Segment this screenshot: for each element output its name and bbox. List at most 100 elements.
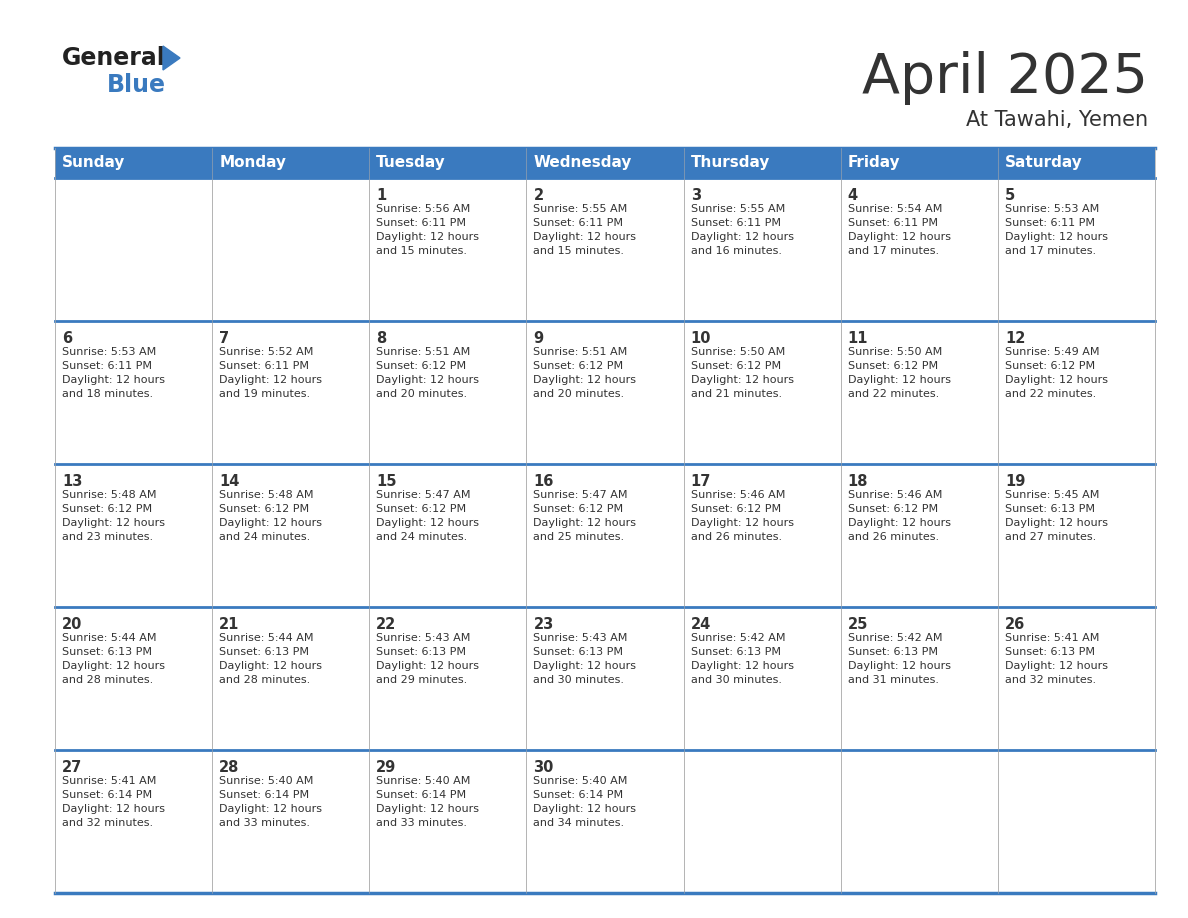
Text: 22: 22	[377, 617, 397, 632]
Polygon shape	[163, 46, 181, 70]
Text: 1: 1	[377, 188, 386, 203]
Text: 27: 27	[62, 760, 82, 775]
Text: Sunrise: 5:56 AM: Sunrise: 5:56 AM	[377, 204, 470, 214]
Text: 12: 12	[1005, 331, 1025, 346]
Text: 11: 11	[848, 331, 868, 346]
Text: Sunset: 6:12 PM: Sunset: 6:12 PM	[377, 504, 467, 514]
Text: Daylight: 12 hours: Daylight: 12 hours	[62, 518, 165, 528]
Text: Daylight: 12 hours: Daylight: 12 hours	[533, 375, 637, 385]
Text: Sunrise: 5:43 AM: Sunrise: 5:43 AM	[533, 633, 627, 643]
Text: Daylight: 12 hours: Daylight: 12 hours	[690, 661, 794, 671]
Text: 16: 16	[533, 474, 554, 489]
Text: 21: 21	[219, 617, 240, 632]
Text: Daylight: 12 hours: Daylight: 12 hours	[377, 518, 479, 528]
Text: and 32 minutes.: and 32 minutes.	[1005, 675, 1097, 685]
Text: and 25 minutes.: and 25 minutes.	[533, 532, 625, 542]
Text: 26: 26	[1005, 617, 1025, 632]
Text: and 16 minutes.: and 16 minutes.	[690, 246, 782, 256]
Text: Daylight: 12 hours: Daylight: 12 hours	[1005, 232, 1108, 242]
Bar	[55, 178, 213, 321]
Bar	[841, 464, 998, 607]
Text: Sunrise: 5:44 AM: Sunrise: 5:44 AM	[62, 633, 157, 643]
Text: Sunset: 6:13 PM: Sunset: 6:13 PM	[1005, 647, 1095, 657]
Text: Sunrise: 5:51 AM: Sunrise: 5:51 AM	[377, 347, 470, 357]
Text: and 34 minutes.: and 34 minutes.	[533, 818, 625, 828]
Text: Daylight: 12 hours: Daylight: 12 hours	[219, 804, 322, 814]
Text: Sunrise: 5:48 AM: Sunrise: 5:48 AM	[62, 490, 157, 500]
Text: Sunset: 6:13 PM: Sunset: 6:13 PM	[848, 647, 937, 657]
Text: Sunset: 6:12 PM: Sunset: 6:12 PM	[377, 361, 467, 371]
Text: Sunset: 6:14 PM: Sunset: 6:14 PM	[377, 790, 467, 800]
Text: 8: 8	[377, 331, 386, 346]
Text: Daylight: 12 hours: Daylight: 12 hours	[62, 804, 165, 814]
Text: Sunday: Sunday	[62, 155, 126, 171]
Text: Tuesday: Tuesday	[377, 155, 446, 171]
Text: Daylight: 12 hours: Daylight: 12 hours	[533, 804, 637, 814]
Text: and 28 minutes.: and 28 minutes.	[62, 675, 153, 685]
Text: Sunset: 6:14 PM: Sunset: 6:14 PM	[219, 790, 309, 800]
Bar	[213, 148, 369, 178]
Text: Sunrise: 5:42 AM: Sunrise: 5:42 AM	[690, 633, 785, 643]
Text: Sunset: 6:12 PM: Sunset: 6:12 PM	[848, 504, 937, 514]
Text: Daylight: 12 hours: Daylight: 12 hours	[848, 661, 950, 671]
Text: Sunset: 6:13 PM: Sunset: 6:13 PM	[533, 647, 624, 657]
Text: Daylight: 12 hours: Daylight: 12 hours	[533, 661, 637, 671]
Text: Saturday: Saturday	[1005, 155, 1082, 171]
Text: Monday: Monday	[219, 155, 286, 171]
Text: and 26 minutes.: and 26 minutes.	[848, 532, 939, 542]
Bar	[683, 178, 841, 321]
Text: 9: 9	[533, 331, 544, 346]
Text: and 15 minutes.: and 15 minutes.	[533, 246, 625, 256]
Text: and 18 minutes.: and 18 minutes.	[62, 389, 153, 399]
Text: and 33 minutes.: and 33 minutes.	[219, 818, 310, 828]
Text: Sunrise: 5:44 AM: Sunrise: 5:44 AM	[219, 633, 314, 643]
Text: 28: 28	[219, 760, 240, 775]
Text: 19: 19	[1005, 474, 1025, 489]
Text: Daylight: 12 hours: Daylight: 12 hours	[533, 518, 637, 528]
Text: Blue: Blue	[107, 73, 166, 97]
Bar	[998, 607, 1155, 750]
Bar	[998, 464, 1155, 607]
Bar	[369, 148, 526, 178]
Text: Friday: Friday	[848, 155, 901, 171]
Bar	[55, 607, 213, 750]
Bar	[683, 750, 841, 893]
Text: Sunrise: 5:47 AM: Sunrise: 5:47 AM	[377, 490, 470, 500]
Text: Daylight: 12 hours: Daylight: 12 hours	[1005, 375, 1108, 385]
Text: and 28 minutes.: and 28 minutes.	[219, 675, 310, 685]
Text: Sunrise: 5:50 AM: Sunrise: 5:50 AM	[848, 347, 942, 357]
Text: Wednesday: Wednesday	[533, 155, 632, 171]
Bar	[526, 148, 683, 178]
Text: Sunset: 6:11 PM: Sunset: 6:11 PM	[690, 218, 781, 228]
Text: 2: 2	[533, 188, 544, 203]
Text: 13: 13	[62, 474, 82, 489]
Text: Sunset: 6:12 PM: Sunset: 6:12 PM	[533, 361, 624, 371]
Bar	[841, 607, 998, 750]
Bar	[526, 607, 683, 750]
Text: Sunset: 6:12 PM: Sunset: 6:12 PM	[848, 361, 937, 371]
Text: and 33 minutes.: and 33 minutes.	[377, 818, 467, 828]
Bar	[213, 607, 369, 750]
Text: and 30 minutes.: and 30 minutes.	[690, 675, 782, 685]
Text: Daylight: 12 hours: Daylight: 12 hours	[690, 518, 794, 528]
Bar	[683, 148, 841, 178]
Text: Sunrise: 5:42 AM: Sunrise: 5:42 AM	[848, 633, 942, 643]
Bar	[998, 178, 1155, 321]
Text: and 32 minutes.: and 32 minutes.	[62, 818, 153, 828]
Text: Sunrise: 5:40 AM: Sunrise: 5:40 AM	[533, 776, 627, 786]
Text: Sunrise: 5:48 AM: Sunrise: 5:48 AM	[219, 490, 314, 500]
Text: Sunset: 6:13 PM: Sunset: 6:13 PM	[1005, 504, 1095, 514]
Bar	[998, 148, 1155, 178]
Text: and 17 minutes.: and 17 minutes.	[1005, 246, 1097, 256]
Text: Daylight: 12 hours: Daylight: 12 hours	[219, 518, 322, 528]
Text: Sunset: 6:13 PM: Sunset: 6:13 PM	[690, 647, 781, 657]
Text: Daylight: 12 hours: Daylight: 12 hours	[690, 232, 794, 242]
Text: Sunrise: 5:41 AM: Sunrise: 5:41 AM	[62, 776, 157, 786]
Text: Daylight: 12 hours: Daylight: 12 hours	[848, 375, 950, 385]
Text: Sunrise: 5:43 AM: Sunrise: 5:43 AM	[377, 633, 470, 643]
Text: and 26 minutes.: and 26 minutes.	[690, 532, 782, 542]
Text: and 29 minutes.: and 29 minutes.	[377, 675, 468, 685]
Text: 24: 24	[690, 617, 710, 632]
Bar	[369, 178, 526, 321]
Text: Sunset: 6:12 PM: Sunset: 6:12 PM	[690, 361, 781, 371]
